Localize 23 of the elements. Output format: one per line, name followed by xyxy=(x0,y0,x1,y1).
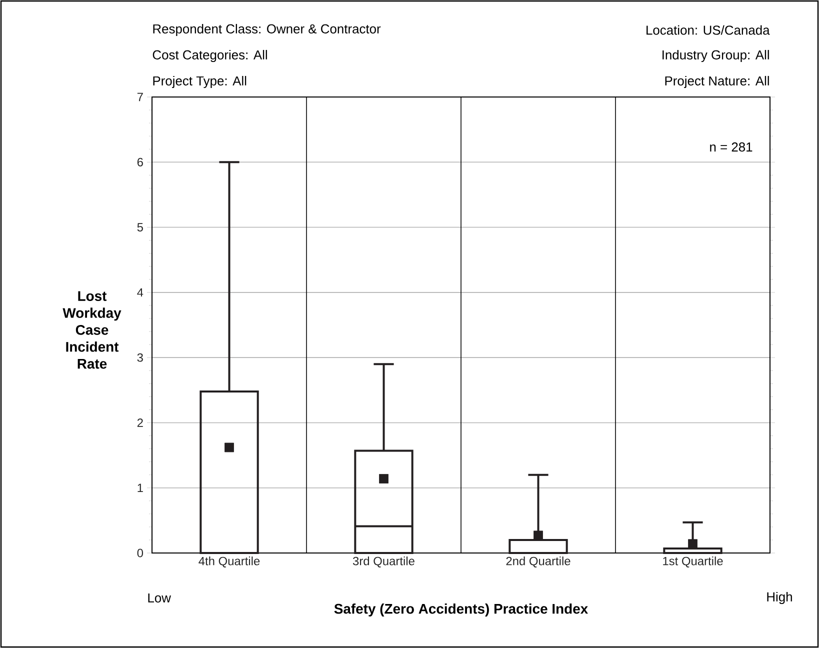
x-tick-label: 1st Quartile xyxy=(663,556,723,568)
text: Project Type: All xyxy=(153,76,246,88)
x-tick-label: 3rd Quartile xyxy=(352,556,414,568)
text: Location: US/Canada xyxy=(646,25,770,35)
y-tick-label: 1 xyxy=(138,484,143,492)
text: High xyxy=(767,592,792,604)
x-tick-label: 2nd Quartile xyxy=(506,556,570,568)
y-tick-label: 3 xyxy=(137,353,143,362)
y-tick-label: 4 xyxy=(137,288,144,297)
text: Cost Categories: All xyxy=(152,50,267,62)
text: Respondent Class: Owner & Contractor xyxy=(153,24,381,36)
x-axis-title: Safety (Zero Accidents) Practice Index xyxy=(334,604,588,617)
y-tick-label: 5 xyxy=(137,223,143,232)
y-tick-label: 7 xyxy=(137,92,143,102)
x-tick-label: 4th Quartile xyxy=(198,556,260,568)
text: Low xyxy=(148,593,171,603)
y-tick-label: 0 xyxy=(137,548,144,558)
y-tick-label: 2 xyxy=(137,418,143,427)
annotation: n = 281 xyxy=(710,142,752,152)
text: Industry Group: All xyxy=(662,50,769,62)
y-tick-label: 6 xyxy=(137,158,143,166)
y-axis-title: Lost Workday Case Incident Rate xyxy=(62,291,122,369)
text: Project Nature: All xyxy=(665,76,769,88)
